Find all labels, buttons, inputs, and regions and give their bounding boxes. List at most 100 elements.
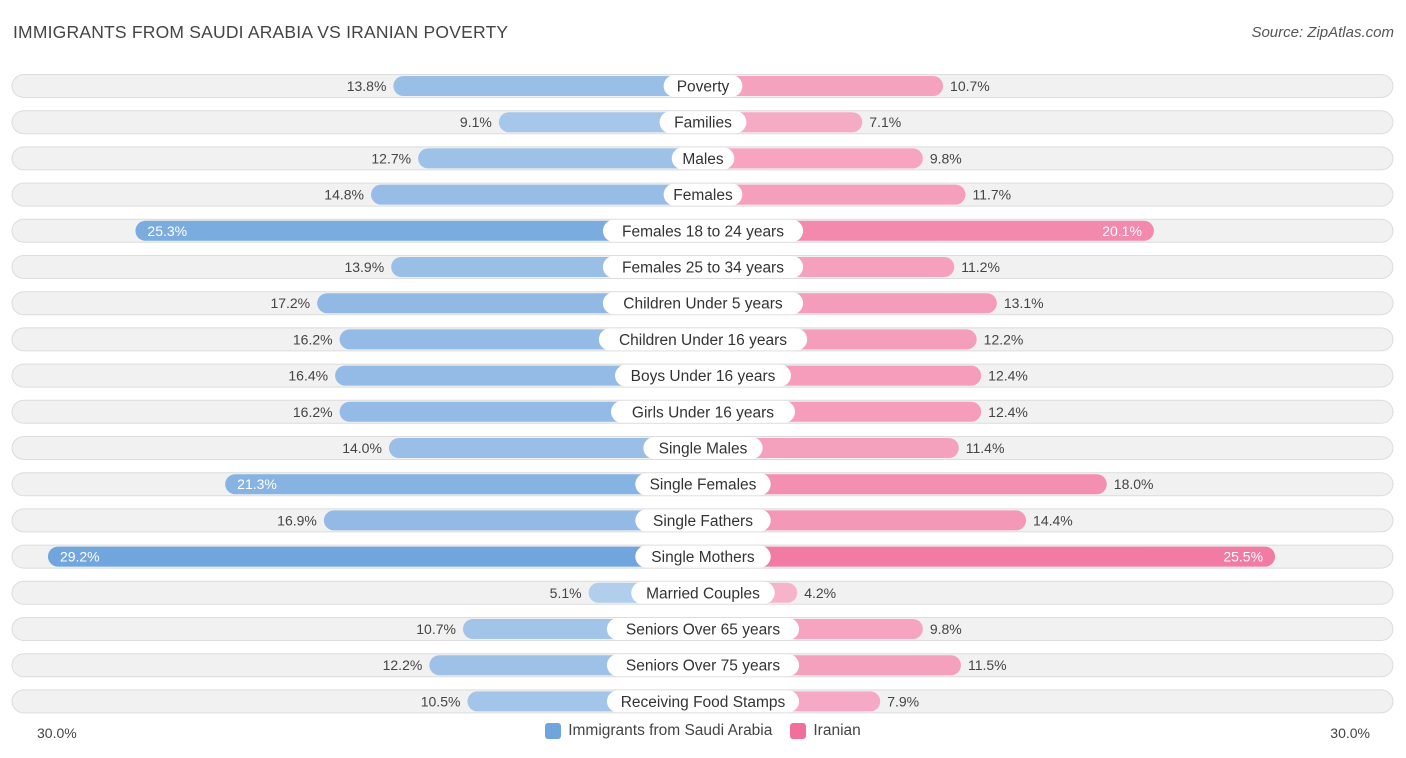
category-label: Females 18 to 24 years [622,223,784,240]
category-pill [635,473,771,496]
bar-iranian [695,184,966,205]
value-label-iranian: 12.4% [988,404,1028,420]
value-label-saudi: 13.8% [347,78,387,94]
bar-iranian [695,474,1107,495]
value-label-saudi: 9.1% [460,114,492,130]
value-label-iranian: 12.4% [988,368,1028,384]
bar-saudi [225,474,712,495]
value-label-iranian: 4.2% [804,585,836,601]
category-pill [611,400,795,423]
axis-right-label: 30.0% [1330,725,1370,741]
category-label: Children Under 5 years [623,296,783,313]
value-label-iranian: 9.8% [930,621,962,637]
category-pill [602,292,804,315]
category-label: Married Couples [646,585,760,602]
legend: Immigrants from Saudi Arabia Iranian [0,722,1406,740]
category-pill [602,256,804,278]
value-label-saudi: 14.8% [324,187,364,203]
value-label-iranian: 9.8% [930,150,962,166]
value-label-iranian: 14.4% [1033,512,1073,528]
bar-iranian [695,76,944,96]
bar-iranian [695,148,923,169]
value-label-iranian: 7.1% [869,114,901,130]
category-label: Girls Under 16 years [632,404,774,421]
bar-iranian [695,510,1027,531]
value-label-iranian: 10.7% [950,78,990,94]
value-label-iranian: 11.4% [966,440,1005,456]
bar-iranian [695,220,1154,241]
value-label-saudi: 5.1% [550,585,582,601]
value-label-iranian: 7.9% [887,693,919,709]
category-label: Receiving Food Stamps [621,694,786,711]
category-label: Seniors Over 75 years [626,658,780,675]
category-pill [635,545,771,568]
bar-iranian [695,546,1276,567]
value-label-saudi: 10.5% [421,693,461,709]
category-pill [643,437,763,459]
bar-saudi [370,184,711,205]
value-label-saudi: 14.0% [342,440,382,456]
value-label-iranian: 20.1% [1102,223,1142,239]
axis-left-label: 30.0% [37,725,77,741]
category-pill [606,654,800,677]
category-label: Children Under 16 years [619,332,787,349]
bar-saudi [323,510,711,531]
category-pill [663,183,743,206]
category-label: Seniors Over 65 years [626,622,780,639]
chart: 13.8% 10.7% Poverty 9.1% 7.1% Families 12.7% 9.… [11,74,1394,714]
legend-swatch-iranian [790,723,807,739]
legend-item-saudi[interactable]: Immigrants from Saudi Arabia [545,722,772,740]
category-pill [663,75,743,97]
category-label: Single Mothers [651,549,755,566]
bar-saudi [393,76,711,96]
chart-title: IMMIGRANTS FROM SAUDI ARABIA VS IRANIAN … [13,22,509,42]
bar-saudi [47,546,712,567]
category-pill [671,147,735,170]
bar-saudi [498,112,711,133]
value-label-iranian: 18.0% [1114,476,1154,492]
category-label: Single Males [659,441,748,458]
category-pill [659,111,747,134]
value-label-saudi: 25.3% [147,223,187,239]
category-label: Poverty [677,79,730,96]
bar-saudi [418,148,711,169]
category-label: Boys Under 16 years [631,368,776,385]
value-label-saudi: 13.9% [344,259,384,275]
bar-saudi [135,220,712,241]
value-label-saudi: 21.3% [237,476,277,492]
category-label: Single Females [650,477,757,494]
category-pill [631,581,775,604]
value-label-iranian: 11.7% [972,187,1011,203]
value-label-saudi: 16.2% [293,331,333,347]
category-pill [602,219,804,242]
value-label-saudi: 16.4% [288,368,328,384]
legend-swatch-saudi [545,723,562,739]
category-pill [606,690,800,713]
category-label: Females [673,187,733,204]
legend-item-iranian[interactable]: Iranian [790,722,861,740]
value-label-iranian: 11.5% [968,657,1007,673]
legend-label-iranian: Iranian [813,722,861,739]
value-label-iranian: 13.1% [1004,295,1044,311]
value-label-saudi: 16.2% [293,404,333,420]
value-label-iranian: 12.2% [984,331,1024,347]
value-label-saudi: 17.2% [270,295,310,311]
category-label: Families [674,115,732,132]
category-pill [615,364,791,387]
value-label-saudi: 12.7% [371,150,411,166]
value-label-saudi: 12.2% [383,657,423,673]
category-pill [635,509,771,532]
source-note: Source: ZipAtlas.com [1251,24,1394,41]
value-label-saudi: 16.9% [277,512,317,528]
bar-saudi [388,438,711,458]
category-label: Females 25 to 34 years [622,260,784,277]
value-label-saudi: 29.2% [60,549,100,565]
category-label: Males [682,151,724,168]
value-label-saudi: 10.7% [416,621,456,637]
category-pill [606,618,800,640]
value-label-iranian: 25.5% [1223,549,1263,565]
category-label: Single Fathers [653,513,753,530]
category-pill [598,328,808,351]
legend-label-saudi: Immigrants from Saudi Arabia [568,722,773,739]
value-label-iranian: 11.2% [961,259,1000,275]
